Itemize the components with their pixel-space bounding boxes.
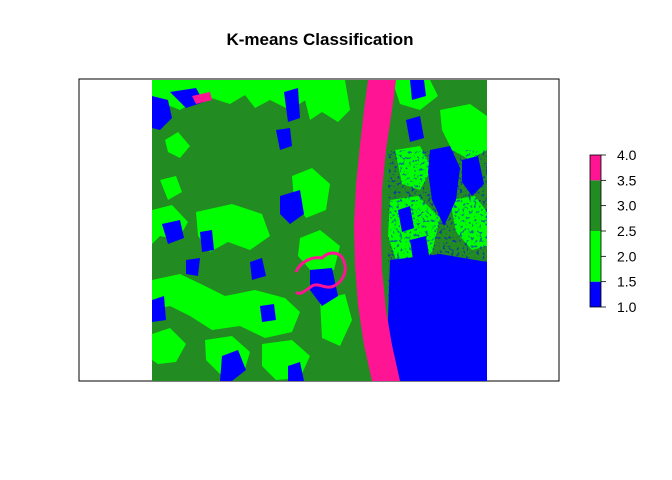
legend-tick-label: 1.0 <box>617 299 637 315</box>
legend-tick-label: 2.0 <box>617 248 637 264</box>
raster-class-4-river <box>354 80 400 381</box>
raster-class-4-fragment <box>192 92 212 104</box>
chart-title: K-means Classification <box>226 30 414 49</box>
legend-tick-label: 3.5 <box>617 172 637 188</box>
legend-tick-label: 3.0 <box>617 198 637 214</box>
legend-band-3 <box>590 180 601 231</box>
legend-tick-label: 4.0 <box>617 147 637 163</box>
legend-tick-label: 1.5 <box>617 274 637 290</box>
legend-band-4 <box>590 155 601 181</box>
raster-speckle <box>388 150 487 381</box>
legend: 1.0 1.5 2.0 2.5 3.0 3.5 4.0 <box>589 147 637 315</box>
legend-band-1 <box>590 281 601 307</box>
raster-class-4-stream <box>294 251 347 295</box>
legend-tick-label: 2.5 <box>617 223 637 239</box>
classification-raster <box>152 80 487 381</box>
legend-band-2 <box>590 231 601 282</box>
